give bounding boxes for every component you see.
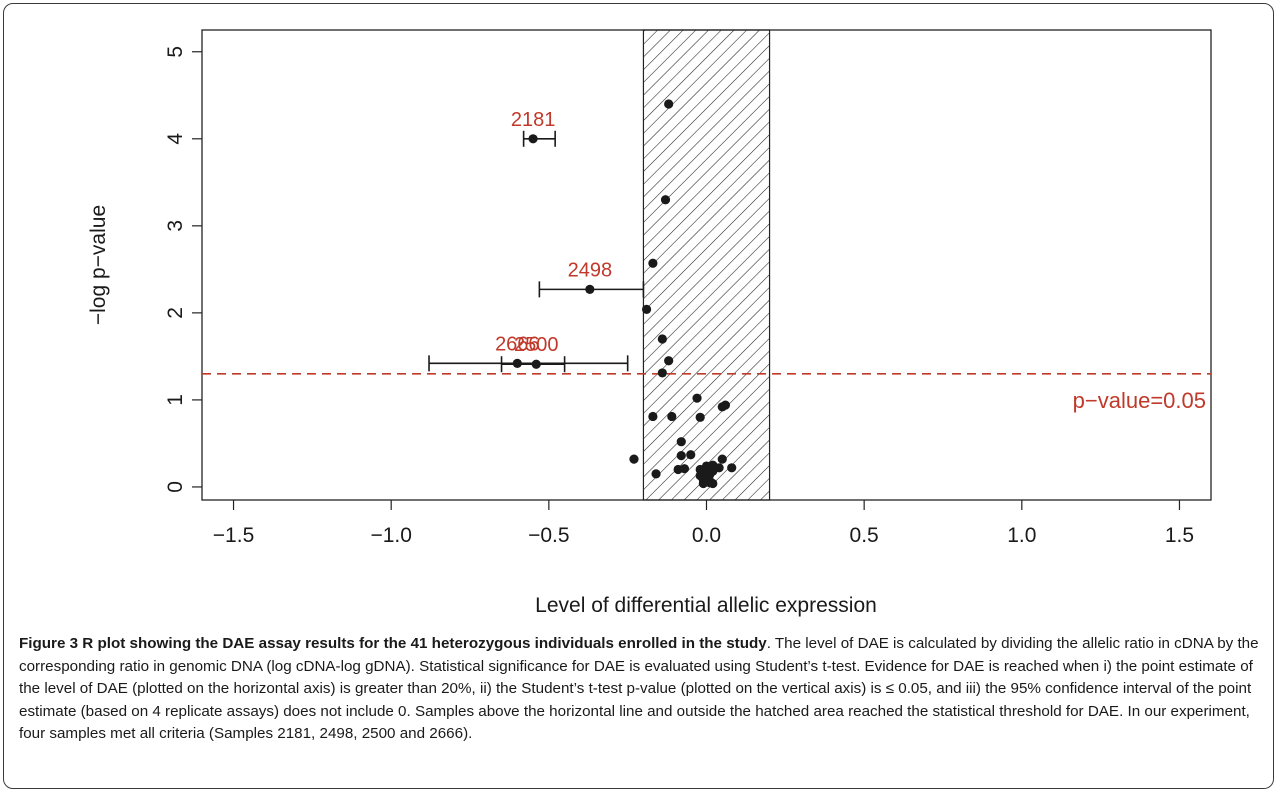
x-tick-label: −1.0 — [370, 524, 411, 547]
data-point — [657, 368, 667, 378]
x-tick-label: 0.0 — [692, 524, 721, 547]
sample-label: 2500 — [514, 334, 559, 356]
data-point — [660, 195, 671, 205]
caption-title: Figure 3 R plot showing the DAE assay re… — [19, 635, 767, 652]
data-point — [720, 400, 731, 410]
sample-label: 2666 — [495, 333, 540, 355]
data-point — [648, 411, 658, 422]
data-point — [664, 356, 674, 366]
scatter-plot: −1.5 −1.0 −0.5 0.0 0.5 1.0 1.5 0 1 2 3 4 5 p−value=0… — [87, 29, 1212, 617]
data-point — [657, 334, 667, 344]
x-tick-label: −1.5 — [213, 524, 254, 547]
highlighted-point — [585, 284, 595, 294]
data-point — [664, 99, 674, 109]
hatched-region — [642, 29, 771, 501]
y-tick-label: 5 — [164, 46, 187, 58]
highlighted-point — [531, 359, 541, 369]
data-point — [717, 454, 727, 464]
y-tick-label: 2 — [164, 307, 187, 319]
figure-caption: Figure 3 R plot showing the DAE assay re… — [19, 633, 1267, 746]
data-point — [708, 478, 718, 489]
data-point — [629, 454, 639, 464]
threshold-label: p−value=0.05 — [1073, 388, 1206, 413]
data-point — [641, 304, 652, 314]
figure-frame — [3, 3, 1274, 789]
x-tick-label: −0.5 — [528, 524, 569, 547]
data-point — [727, 463, 737, 473]
data-point — [648, 258, 658, 268]
data-point — [676, 451, 686, 461]
data-point — [679, 464, 690, 474]
sample-label: 2181 — [511, 109, 556, 131]
data-point — [692, 393, 702, 403]
data-point — [667, 411, 677, 422]
data-point — [708, 466, 718, 476]
x-tick-label: 1.0 — [1007, 524, 1036, 547]
sample-label: 2498 — [568, 259, 613, 281]
x-tick-label: 1.5 — [1165, 524, 1194, 547]
x-tick-label: 0.5 — [850, 524, 879, 547]
y-tick-label: 4 — [164, 133, 187, 145]
data-point — [676, 437, 686, 447]
highlighted-point — [512, 358, 522, 368]
data-point — [695, 412, 705, 422]
data-point — [651, 469, 661, 479]
data-point — [686, 450, 696, 460]
x-axis-label: Level of differential allelic expression — [535, 594, 877, 617]
y-tick-label: 0 — [164, 481, 187, 493]
highlighted-point — [528, 134, 538, 144]
y-axis-label: −log p−value — [87, 205, 110, 325]
caption-text: . The level of DAE is calculated by divi… — [19, 635, 1259, 742]
y-tick-label: 1 — [164, 394, 187, 406]
y-tick-label: 3 — [164, 220, 187, 232]
data-point — [695, 471, 705, 481]
